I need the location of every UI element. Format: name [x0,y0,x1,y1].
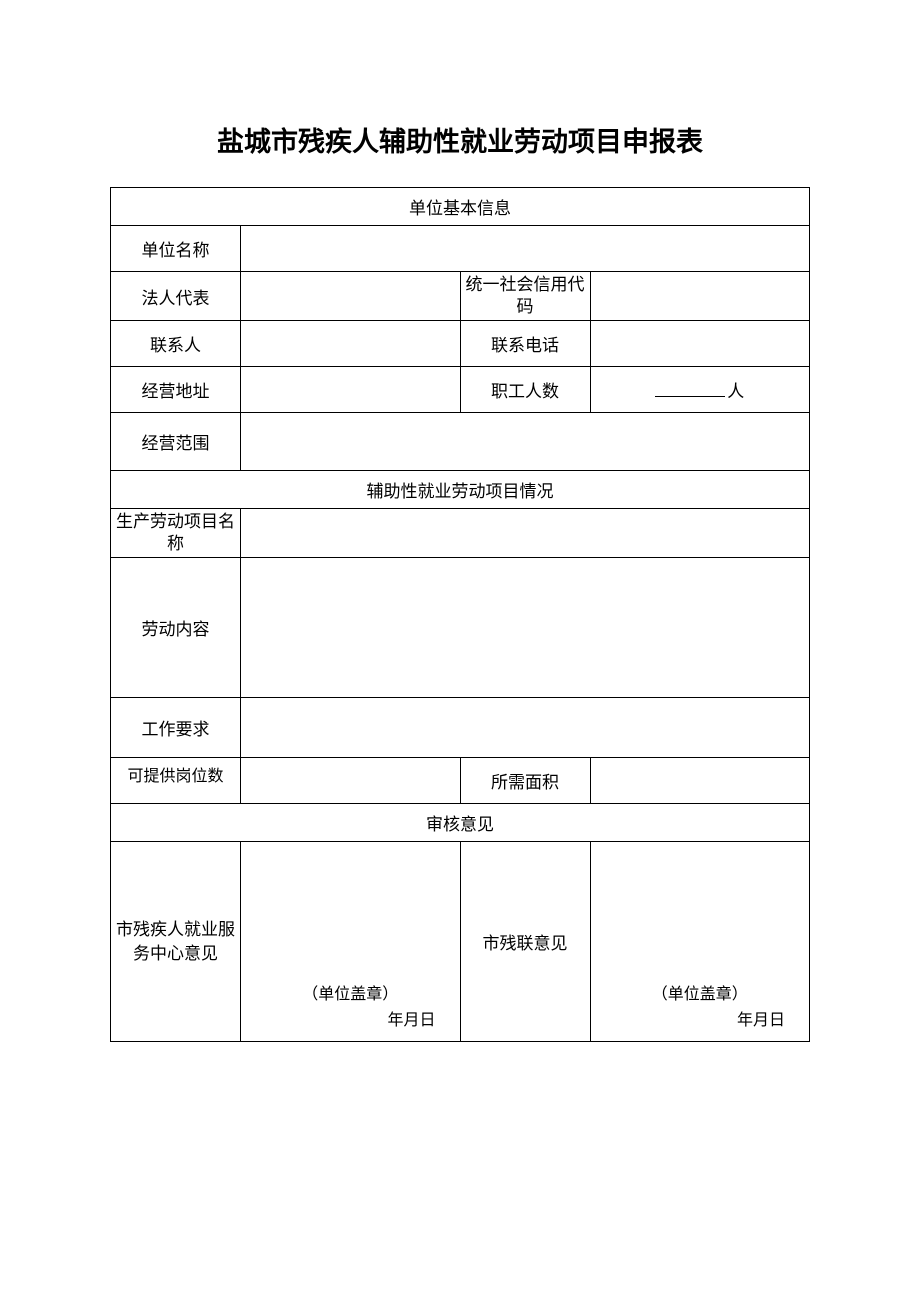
application-form-table: 单位基本信息 单位名称 法人代表 统一社会信用代码 联系人 联系电话 经营地址 … [110,187,810,1042]
scope-value[interactable] [241,413,810,471]
area-label: 所需面积 [460,758,590,804]
unit-name-value[interactable] [241,226,810,272]
center-opinion-value[interactable]: （单位盖章） 年月日 [241,842,461,1042]
center-date-text: 年月日 [245,1008,456,1034]
employee-suffix: 人 [727,382,744,401]
fed-stamp-text: （单位盖章） [595,982,806,1008]
employee-count-value[interactable]: 人 [590,367,810,413]
scope-label: 经营范围 [111,413,241,471]
fed-opinion-label: 市残联意见 [460,842,590,1042]
positions-value[interactable] [241,758,461,804]
fed-date-text: 年月日 [595,1008,806,1034]
labor-content-value[interactable] [241,558,810,698]
address-value[interactable] [241,367,461,413]
project-name-label: 生产劳动项目名称 [111,509,241,558]
contact-label: 联系人 [111,321,241,367]
contact-value[interactable] [241,321,461,367]
area-value[interactable] [590,758,810,804]
address-label: 经营地址 [111,367,241,413]
section3-header: 审核意见 [111,804,810,842]
positions-label: 可提供岗位数 [111,758,241,804]
form-title: 盐城市残疾人辅助性就业劳动项目申报表 [110,120,810,159]
section2-header: 辅助性就业劳动项目情况 [111,471,810,509]
center-opinion-label: 市残疾人就业服务中心意见 [111,842,241,1042]
section1-header: 单位基本信息 [111,188,810,226]
labor-content-label: 劳动内容 [111,558,241,698]
contact-phone-value[interactable] [590,321,810,367]
work-req-value[interactable] [241,698,810,758]
fed-opinion-value[interactable]: （单位盖章） 年月日 [590,842,810,1042]
employee-count-label: 职工人数 [460,367,590,413]
center-stamp-text: （单位盖章） [245,982,456,1008]
credit-code-label: 统一社会信用代码 [460,272,590,321]
work-req-label: 工作要求 [111,698,241,758]
unit-name-label: 单位名称 [111,226,241,272]
contact-phone-label: 联系电话 [460,321,590,367]
legal-rep-label: 法人代表 [111,272,241,321]
legal-rep-value[interactable] [241,272,461,321]
project-name-value[interactable] [241,509,810,558]
credit-code-value[interactable] [590,272,810,321]
